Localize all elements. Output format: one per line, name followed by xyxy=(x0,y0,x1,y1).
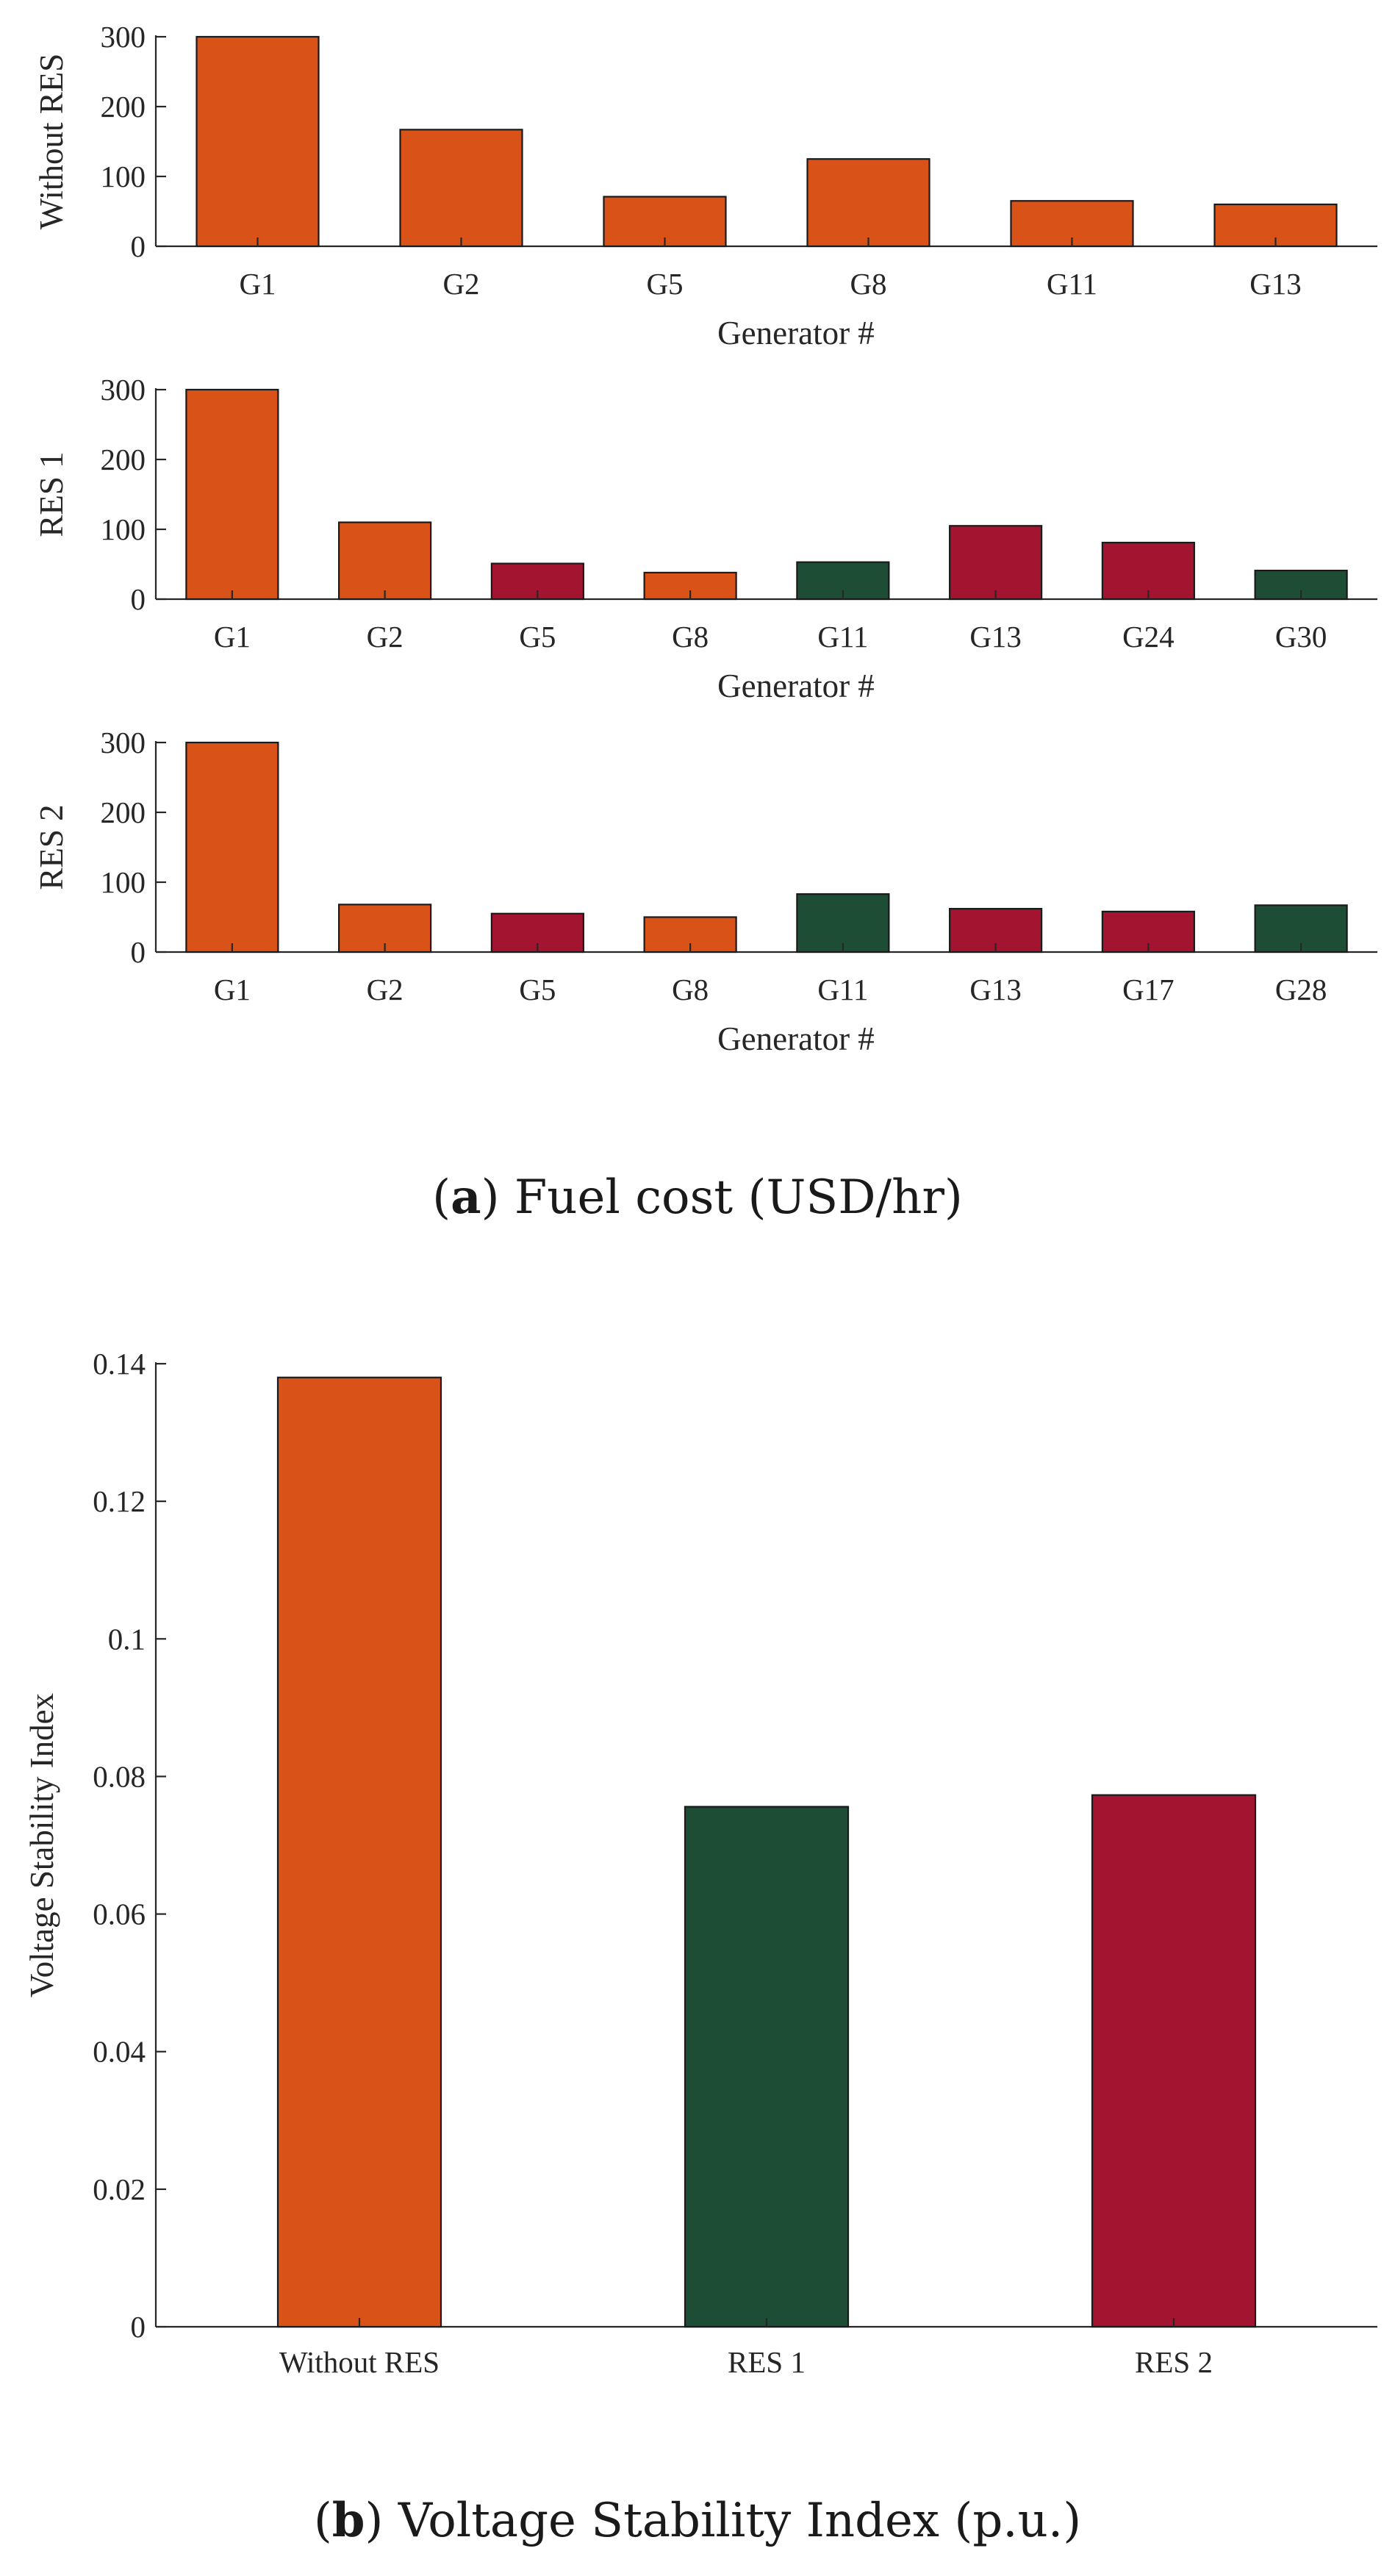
y-tick-label: 0 xyxy=(131,935,146,969)
chart-voltage-stability-index: 0 0.02 0.04 0.06 0.08 0.1 0.12 0.14 Without RES R… xyxy=(24,1347,1377,2379)
y-tick-label: 100 xyxy=(101,865,146,899)
x-tick-label: G13 xyxy=(1249,267,1302,301)
x-tick-label: Without RES xyxy=(279,2345,440,2379)
y-tick-label: 300 xyxy=(101,20,146,54)
y-axis-title: RES 1 xyxy=(33,451,70,537)
y-tick-label: 0 xyxy=(131,582,146,616)
y-tick-label: 200 xyxy=(101,443,146,476)
x-tick-label: G2 xyxy=(367,620,404,654)
x-tick-label: G11 xyxy=(817,973,868,1006)
x-axis-title: Generator # xyxy=(717,1020,875,1057)
x-tick-label: G11 xyxy=(1047,267,1097,301)
x-tick-label: G30 xyxy=(1275,620,1327,654)
x-tick-label: G5 xyxy=(519,973,556,1006)
caption-a-letter: a xyxy=(451,1170,481,1225)
x-tick-label: G13 xyxy=(969,973,1022,1006)
x-tick-label: G24 xyxy=(1122,620,1175,654)
y-axis-title: RES 2 xyxy=(33,804,70,890)
x-tick-label: G1 xyxy=(239,267,276,301)
caption-b-text: Voltage Stability Index (p.u.) xyxy=(384,2494,1082,2548)
bar-g24 xyxy=(1101,541,1195,601)
y-tick-label: 200 xyxy=(101,795,146,829)
bar-g1 xyxy=(185,388,279,601)
chart-fuel-cost-res2: 0 100 200 300 G1 G2 G5 G8 G11 G13 G17 G28 Generator … xyxy=(33,726,1377,1057)
x-tick-label: G5 xyxy=(646,267,683,301)
y-axis-title: Without RES xyxy=(33,54,70,229)
bar-res-1 xyxy=(684,1806,850,2328)
x-tick-label: RES 2 xyxy=(1135,2345,1213,2379)
bar-g2 xyxy=(399,129,523,248)
bar-without-res xyxy=(276,1376,442,2328)
caption-b: (b) Voltage Stability Index (p.u.) xyxy=(314,2493,1081,2548)
y-tick-label: 0 xyxy=(131,2310,146,2344)
caption-a-text: Fuel cost (USD/hr) xyxy=(500,1170,963,1225)
x-tick-label: G13 xyxy=(969,620,1022,654)
x-tick-label: G2 xyxy=(367,973,404,1006)
y-axis-title: Voltage Stability Index xyxy=(24,1693,60,1997)
x-tick-label: G1 xyxy=(214,973,251,1006)
y-tick-label: 300 xyxy=(101,726,146,759)
chart-fuel-cost-without-res: 0 100 200 300 G1 G2 G5 G8 G11 G13 Generator # Witho… xyxy=(33,20,1377,351)
bar-g11 xyxy=(796,893,890,954)
x-tick-label: G28 xyxy=(1275,973,1327,1006)
y-tick-label: 100 xyxy=(101,512,146,546)
y-tick-label: 0.06 xyxy=(93,1897,146,1931)
x-tick-label: G8 xyxy=(850,267,886,301)
bar-g1 xyxy=(185,741,279,954)
y-tick-label: 0.1 xyxy=(108,1622,146,1656)
x-axis-title: Generator # xyxy=(717,315,875,351)
caption-a: (a) Fuel cost (USD/hr) xyxy=(432,1170,963,1225)
y-tick-label: 100 xyxy=(101,160,146,193)
y-tick-label: 0.02 xyxy=(93,2172,146,2206)
bar-g8 xyxy=(806,158,930,248)
x-tick-label: G8 xyxy=(672,973,709,1006)
chart-fuel-cost-res1: 0 100 200 300 G1 G2 G5 G8 G11 G13 G24 G30 Generator … xyxy=(33,373,1377,704)
bar-g2 xyxy=(338,521,432,601)
y-tick-label: 0.04 xyxy=(93,2035,146,2069)
x-tick-label: G11 xyxy=(817,620,868,654)
x-tick-label: RES 1 xyxy=(728,2345,806,2379)
x-tick-label: G8 xyxy=(672,620,709,654)
x-tick-label: G1 xyxy=(214,620,251,654)
caption-b-letter: b xyxy=(332,2493,365,2548)
x-tick-label: G2 xyxy=(442,267,479,301)
x-tick-label: G5 xyxy=(519,620,556,654)
bar-res-2 xyxy=(1091,1794,1257,2328)
y-tick-label: 0.08 xyxy=(93,1759,146,1793)
y-tick-label: 0 xyxy=(131,229,146,263)
bar-g13 xyxy=(949,525,1043,601)
y-tick-label: 0.12 xyxy=(93,1484,146,1518)
bar-g1 xyxy=(196,35,320,248)
x-axis-title: Generator # xyxy=(717,668,875,704)
y-tick-label: 300 xyxy=(101,373,146,407)
y-tick-label: 0.14 xyxy=(93,1347,146,1381)
y-tick-label: 200 xyxy=(101,90,146,124)
x-tick-label: G17 xyxy=(1122,973,1175,1006)
